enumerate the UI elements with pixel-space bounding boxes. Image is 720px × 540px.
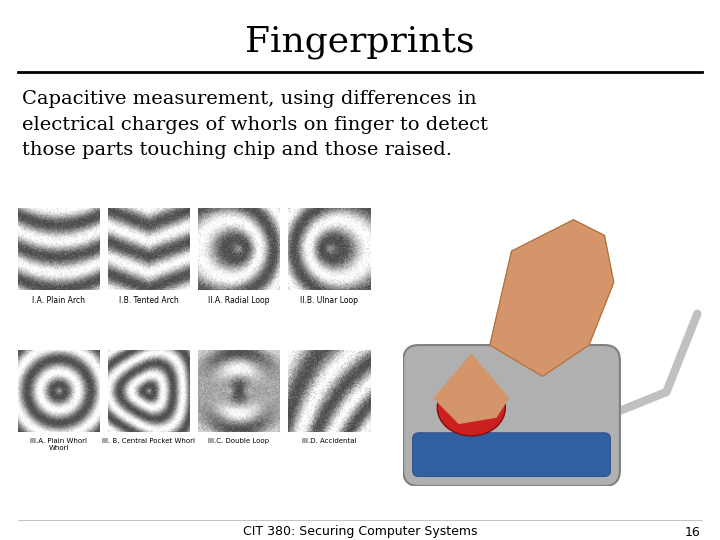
Polygon shape	[490, 220, 613, 376]
Polygon shape	[434, 354, 508, 423]
Text: I.A. Plain Arch: I.A. Plain Arch	[32, 296, 86, 305]
Text: III.A. Plain Whorl
Whorl: III.A. Plain Whorl Whorl	[30, 438, 88, 451]
Text: III.C. Double Loop: III.C. Double Loop	[209, 438, 269, 444]
Text: 16: 16	[684, 525, 700, 538]
Text: II.B. Ulnar Loop: II.B. Ulnar Loop	[300, 296, 358, 305]
Text: III.D. Accidental: III.D. Accidental	[302, 438, 356, 444]
FancyBboxPatch shape	[413, 433, 611, 477]
Text: CIT 380: Securing Computer Systems: CIT 380: Securing Computer Systems	[243, 525, 477, 538]
Text: II.A. Radial Loop: II.A. Radial Loop	[208, 296, 270, 305]
Text: Fingerprints: Fingerprints	[246, 25, 474, 59]
Ellipse shape	[437, 380, 505, 436]
Text: III. B. Central Pocket Whorl: III. B. Central Pocket Whorl	[102, 438, 196, 444]
Text: Capacitive measurement, using differences in
electrical charges of whorls on fin: Capacitive measurement, using difference…	[22, 90, 488, 159]
FancyBboxPatch shape	[403, 345, 620, 486]
Text: I.B. Tented Arch: I.B. Tented Arch	[119, 296, 179, 305]
